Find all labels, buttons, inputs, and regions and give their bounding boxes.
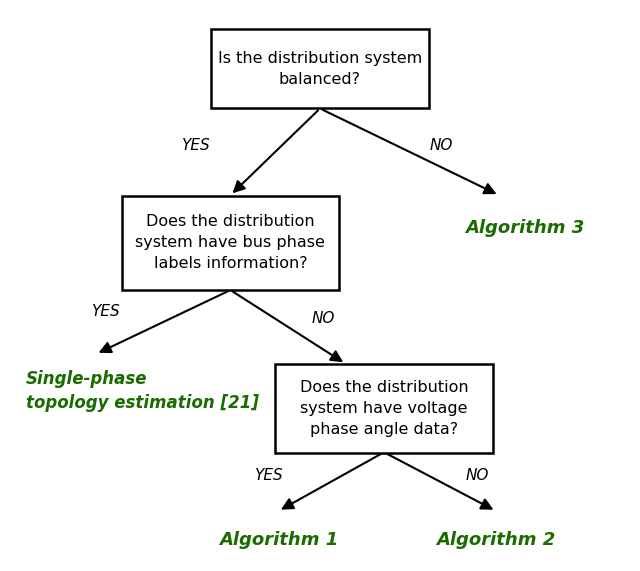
Text: Does the distribution
system have voltage
phase angle data?: Does the distribution system have voltag…: [300, 380, 468, 437]
Text: NO: NO: [312, 311, 335, 326]
Text: YES: YES: [181, 138, 209, 153]
Text: Algorithm 3: Algorithm 3: [465, 219, 584, 238]
FancyBboxPatch shape: [275, 364, 493, 452]
Text: Algorithm 1: Algorithm 1: [219, 530, 338, 549]
Text: Single-phase
topology estimation [21]: Single-phase topology estimation [21]: [26, 371, 259, 412]
FancyBboxPatch shape: [122, 195, 339, 290]
Text: Does the distribution
system have bus phase
labels information?: Does the distribution system have bus ph…: [136, 214, 325, 271]
Text: NO: NO: [430, 138, 453, 153]
FancyBboxPatch shape: [211, 29, 429, 108]
Text: YES: YES: [255, 468, 283, 482]
Text: NO: NO: [465, 468, 488, 482]
Text: Algorithm 2: Algorithm 2: [436, 530, 556, 549]
Text: Is the distribution system
balanced?: Is the distribution system balanced?: [218, 50, 422, 87]
Text: YES: YES: [92, 304, 120, 319]
